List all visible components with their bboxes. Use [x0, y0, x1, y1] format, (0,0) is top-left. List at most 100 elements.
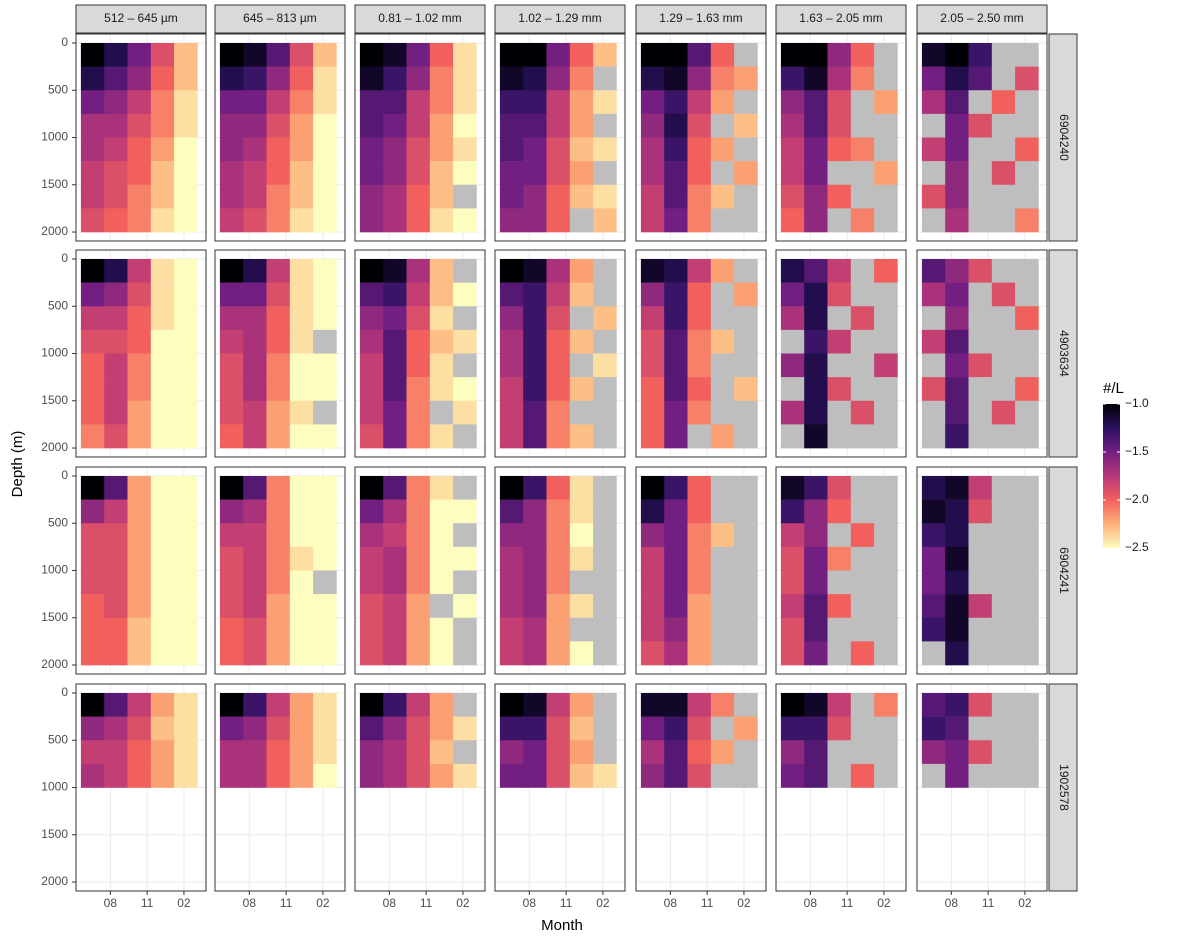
heat-cell — [546, 113, 571, 138]
heat-cell — [968, 66, 993, 91]
heat-cell — [219, 763, 244, 788]
heat-cell — [174, 208, 198, 233]
na-cell — [968, 377, 993, 402]
na-cell — [1015, 763, 1039, 788]
heat-cell — [640, 306, 665, 331]
heat-cell — [945, 329, 969, 354]
x-tick-label: 02 — [877, 896, 891, 910]
heat-cell — [313, 594, 337, 619]
na-cell — [968, 90, 993, 115]
heat-cell — [104, 306, 128, 331]
na-cell — [1015, 594, 1039, 619]
heat-cell — [127, 137, 152, 162]
heat-cell — [429, 282, 454, 307]
na-cell — [827, 763, 852, 788]
heat-cell — [104, 740, 128, 765]
heat-cell — [127, 184, 152, 209]
heat-cell — [734, 161, 758, 186]
heat-cell — [945, 184, 969, 209]
heat-cell — [945, 617, 969, 642]
panel-border — [635, 683, 767, 892]
heat-cell — [313, 546, 337, 571]
heat-cell — [664, 42, 688, 67]
na-cell — [874, 377, 898, 402]
heat-cell — [266, 594, 291, 619]
heat-cell — [780, 306, 805, 331]
heat-cell — [127, 208, 152, 233]
panel — [775, 466, 907, 675]
heat-cell — [664, 329, 688, 354]
heat-cell — [453, 66, 477, 91]
panel-border — [214, 683, 346, 892]
heat-cell — [804, 499, 828, 524]
heat-cell — [406, 137, 431, 162]
na-cell — [1015, 258, 1039, 283]
heat-cell — [266, 523, 291, 548]
na-cell — [710, 617, 735, 642]
heat-cell — [804, 161, 828, 186]
column-strip-label: 512 – 645 µm — [104, 11, 178, 25]
heat-cell — [687, 400, 712, 425]
na-cell — [569, 400, 594, 425]
heat-cell — [499, 570, 524, 595]
heat-cell — [687, 499, 712, 524]
heat-cell — [453, 161, 477, 186]
heat-cell — [710, 692, 735, 717]
heat-cell — [359, 424, 384, 449]
heat-cell — [174, 692, 198, 717]
na-cell — [874, 282, 898, 307]
heat-cell — [640, 594, 665, 619]
heat-cell — [687, 641, 712, 666]
na-cell — [968, 400, 993, 425]
na-cell — [734, 42, 758, 67]
heat-cell — [406, 329, 431, 354]
heat-cell — [243, 208, 267, 233]
heat-cell — [499, 617, 524, 642]
na-cell — [968, 763, 993, 788]
heat-cell — [945, 475, 969, 500]
heat-cell — [664, 306, 688, 331]
panel — [494, 466, 626, 675]
heat-cell — [499, 400, 524, 425]
heat-cell — [546, 570, 571, 595]
heat-cell — [874, 90, 898, 115]
na-cell — [569, 617, 594, 642]
heat-cell — [150, 716, 175, 741]
heat-cell — [780, 763, 805, 788]
heat-cell — [383, 208, 407, 233]
heat-cell — [569, 523, 594, 548]
panel — [775, 249, 907, 458]
heat-cell — [104, 208, 128, 233]
heat-cell — [546, 641, 571, 666]
heat-cell — [429, 306, 454, 331]
heat-cell — [127, 90, 152, 115]
heat-cell — [1015, 377, 1039, 402]
heat-cell — [640, 475, 665, 500]
panel — [916, 33, 1048, 242]
na-cell — [1015, 161, 1039, 186]
heat-cell — [243, 113, 267, 138]
heat-cell — [499, 113, 524, 138]
heat-cell — [523, 594, 547, 619]
heat-cell — [780, 66, 805, 91]
heat-cell — [313, 692, 337, 717]
na-cell — [734, 353, 758, 378]
column-strip — [635, 4, 767, 34]
heat-cell — [243, 90, 267, 115]
na-cell — [874, 306, 898, 331]
na-cell — [453, 424, 477, 449]
heat-cell — [593, 353, 617, 378]
heat-cell — [546, 306, 571, 331]
heat-cell — [80, 184, 105, 209]
na-cell — [874, 641, 898, 666]
heat-cell — [383, 546, 407, 571]
column-strip — [214, 4, 346, 34]
heat-cell — [827, 329, 852, 354]
heat-cell — [406, 306, 431, 331]
x-tick-label: 02 — [456, 896, 470, 910]
heat-cell — [453, 208, 477, 233]
heat-cell — [406, 716, 431, 741]
heat-cell — [453, 42, 477, 67]
heat-cell — [780, 400, 805, 425]
heat-cell — [874, 161, 898, 186]
